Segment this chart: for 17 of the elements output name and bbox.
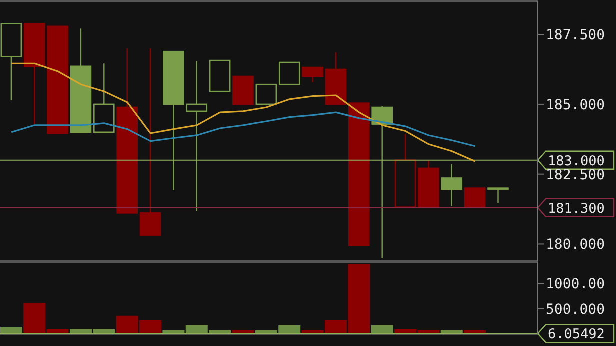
y-tick-label: 185.000 [546,97,606,114]
candlestick [256,84,278,106]
candlestick [488,188,509,204]
candlestick [441,164,463,207]
candlestick [464,188,486,208]
ref-line-label: 6.05492 [548,326,605,343]
y-tick-label: 180.000 [546,237,606,254]
ref-line-label: 181.300 [548,200,605,217]
y-tick-label: 187.500 [546,28,606,44]
candlestick [302,66,324,83]
line-series [10,62,476,162]
ref-line-label: 183.000 [548,153,605,170]
y-tick-label: 182.500 [546,167,606,184]
y-tick-label: 1000.00 [546,276,606,293]
candlestick [140,48,162,236]
y-tick-label: 500.000 [546,302,606,318]
candlestick [278,62,300,86]
